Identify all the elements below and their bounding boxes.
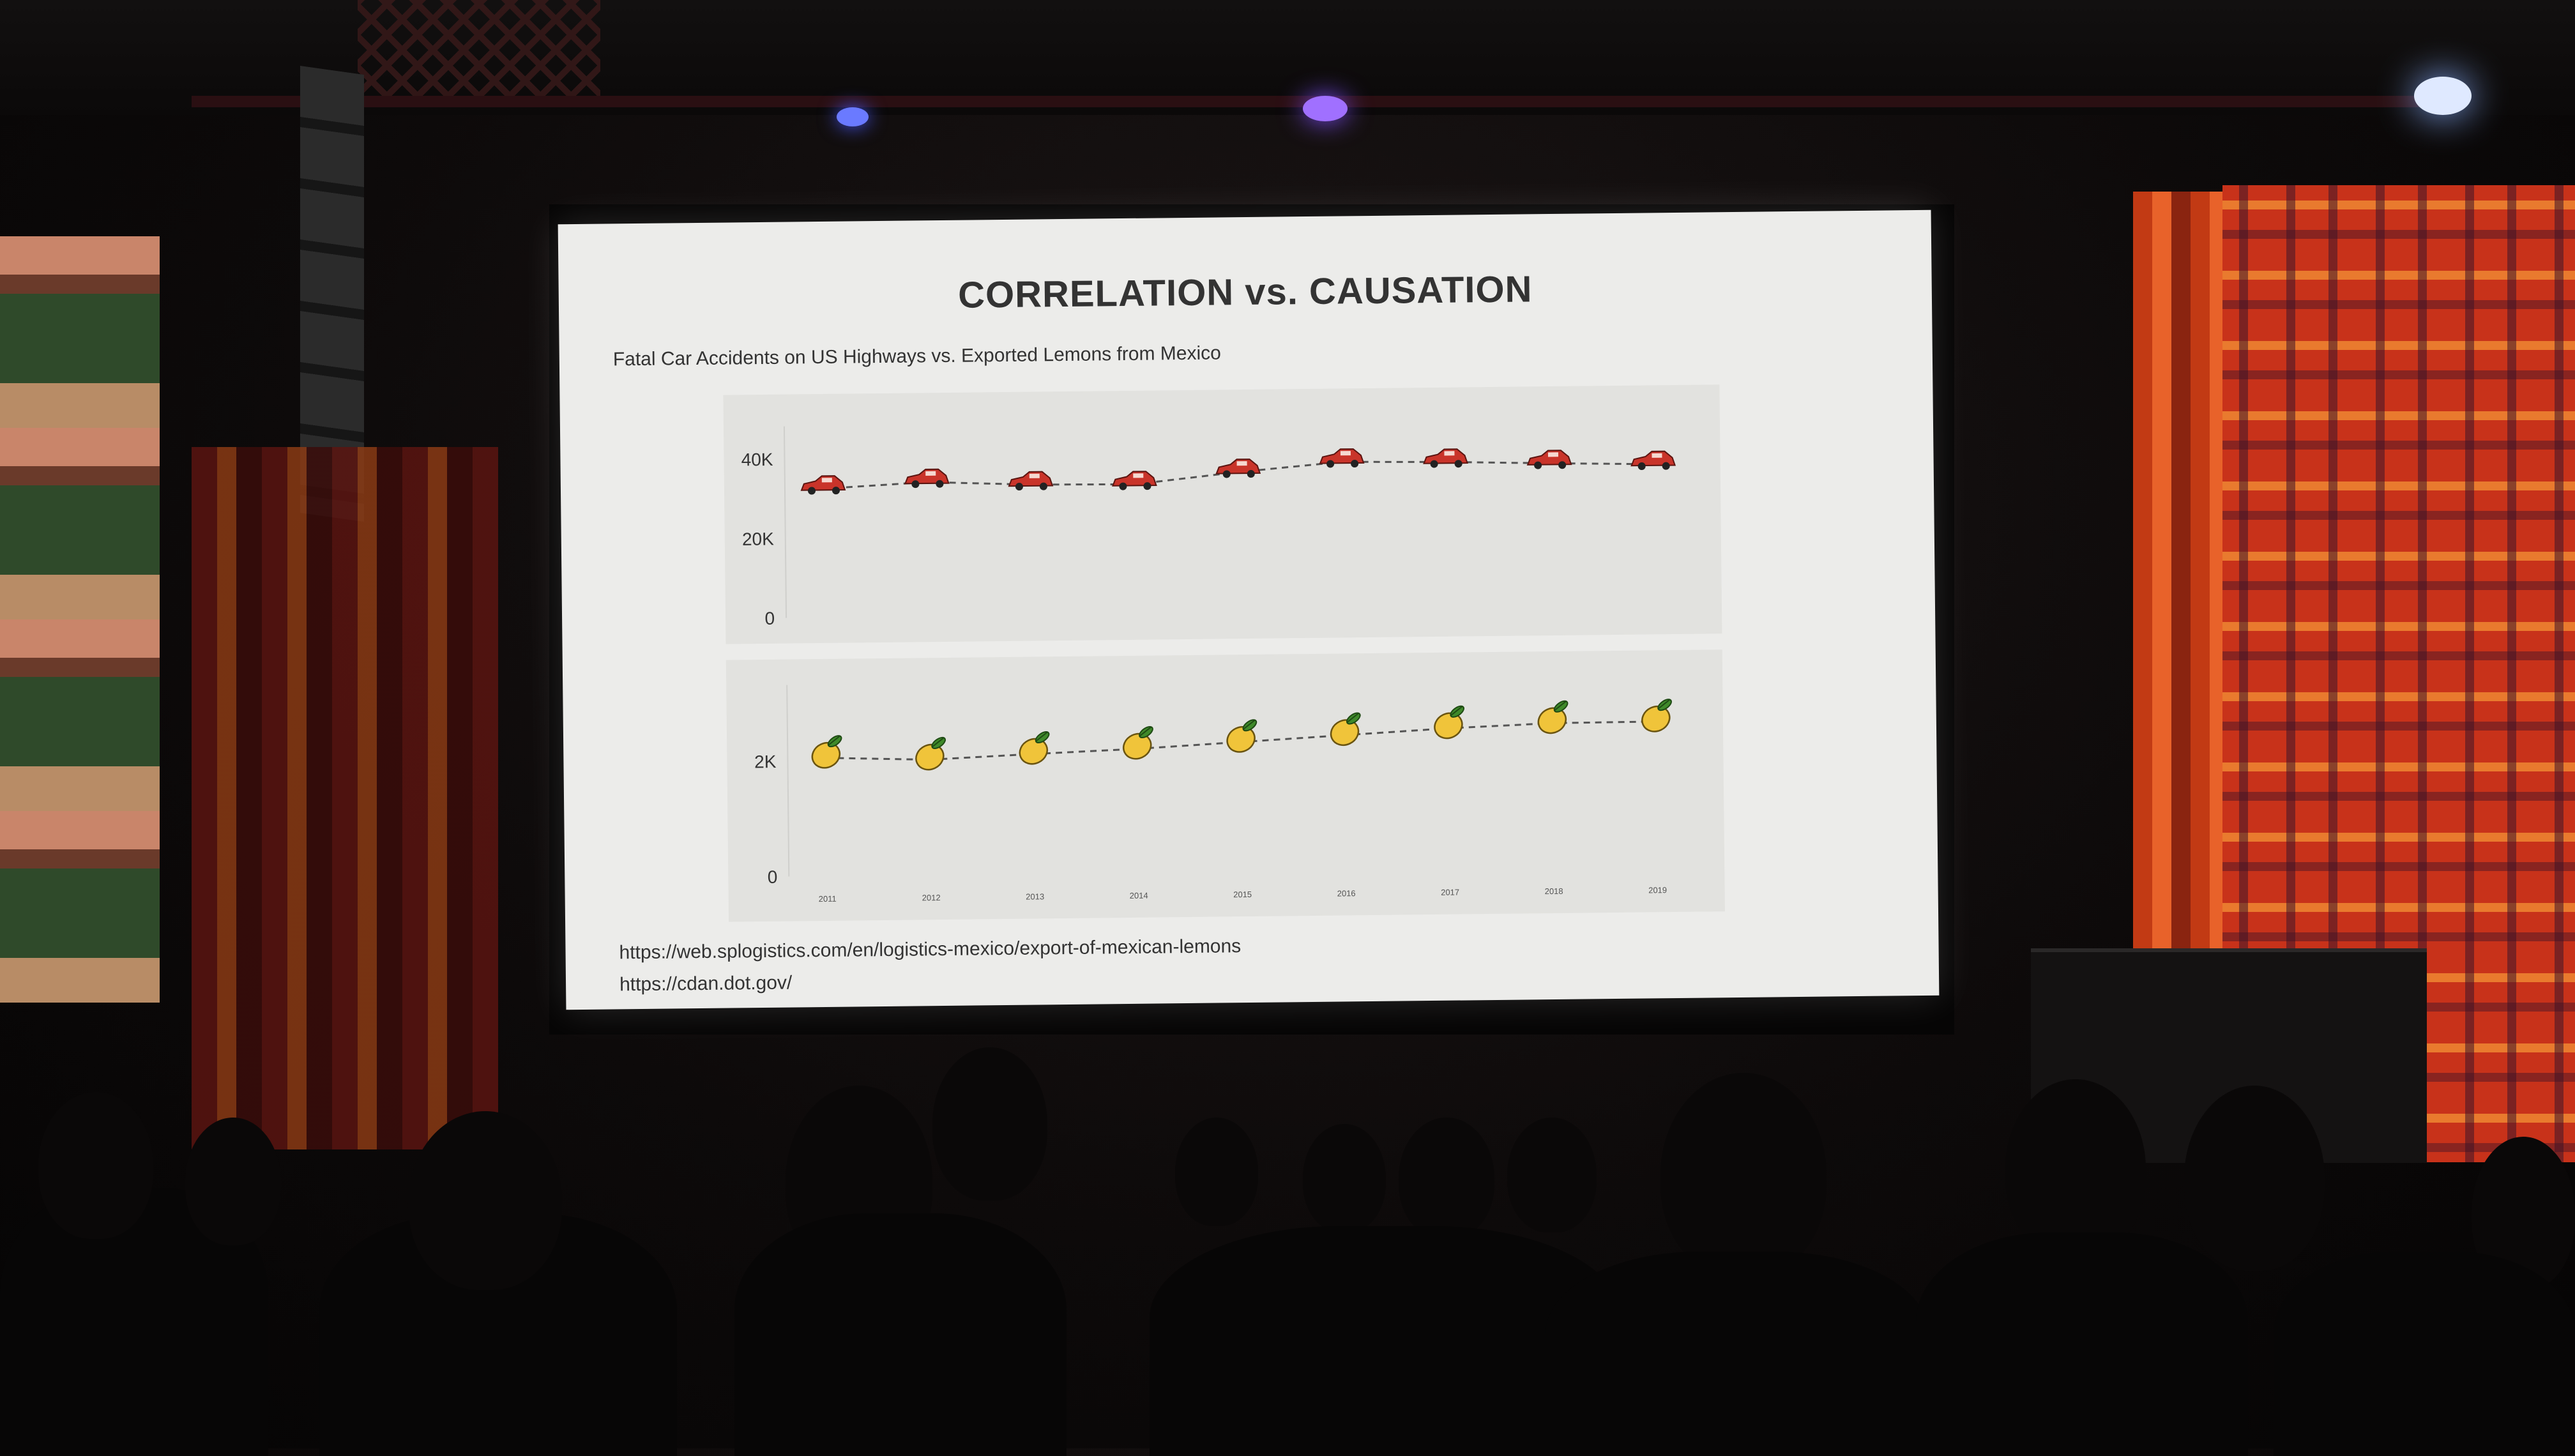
car-marker xyxy=(1526,450,1572,469)
lemon-marker xyxy=(915,736,946,771)
x-tick-label: 2013 xyxy=(1026,891,1044,901)
source-link-lemons[interactable]: https://web.splogistics.com/en/logistics… xyxy=(619,936,1242,964)
car-marker xyxy=(1215,459,1261,478)
car-marker xyxy=(1630,450,1676,471)
lemon-exports-plot: 0 2K 2011 2012 2013 2014 2015 2016 2017 2018 2019 xyxy=(754,685,1672,904)
audience-member xyxy=(2005,1079,2146,1258)
audience-member xyxy=(1150,1226,1622,1456)
lemon-marker xyxy=(1434,705,1465,739)
lemon-marker xyxy=(1226,719,1257,753)
car-marker xyxy=(1423,448,1469,468)
slide-title: CORRELATION vs. CAUSATION xyxy=(957,268,1533,316)
x-tick-label: 2018 xyxy=(1545,886,1563,896)
lemon-marker xyxy=(811,735,842,769)
stage-light-center xyxy=(1303,96,1348,121)
y-tick-label: 0 xyxy=(764,609,775,628)
car-marker xyxy=(1111,471,1157,490)
audience-member xyxy=(38,1092,153,1239)
audience-member xyxy=(1507,1118,1597,1232)
x-tick-label: 2017 xyxy=(1441,888,1459,897)
x-tick-label: 2014 xyxy=(1130,891,1148,900)
x-tick-label: 2019 xyxy=(1648,885,1667,895)
car-marker xyxy=(800,475,846,495)
audience xyxy=(0,1022,2575,1456)
car-marker xyxy=(904,468,950,489)
projected-slide: CORRELATION vs. CAUSATION Fatal Car Acci… xyxy=(558,209,1940,1010)
car-accidents-chart: 0 20K 40K xyxy=(723,384,1722,644)
y-axis xyxy=(786,685,790,877)
audience-member xyxy=(185,1118,281,1245)
y-tick-label: 40K xyxy=(741,450,773,470)
side-screen-left xyxy=(0,236,160,1003)
audience-member xyxy=(1660,1073,1827,1277)
car-accidents-plot: 0 20K 40K xyxy=(741,426,1676,628)
y-axis xyxy=(783,426,787,618)
audience-member xyxy=(932,1047,1047,1201)
audience-member xyxy=(1303,1124,1386,1232)
car-marker xyxy=(1319,448,1365,468)
slide-subtitle: Fatal Car Accidents on US Highways vs. E… xyxy=(612,342,1222,370)
lemon-marker xyxy=(1641,699,1672,732)
y-tick-label: 20K xyxy=(742,529,774,549)
lighting-truss xyxy=(358,0,600,102)
audience-member xyxy=(1546,1252,1929,1456)
lemon-marker xyxy=(1537,700,1569,734)
stage-light-right xyxy=(2414,77,2472,115)
lemon-marker xyxy=(1123,725,1153,760)
x-tick-label: 2012 xyxy=(922,893,941,902)
y-tick-label: 0 xyxy=(768,867,778,887)
car-marker xyxy=(1008,471,1054,491)
x-tick-label: 2015 xyxy=(1233,890,1252,899)
lemon-exports-chart: 0 2K 2011 2012 2013 2014 2015 2016 2017 2018 2019 xyxy=(725,649,1725,922)
y-tick-label: 2K xyxy=(754,752,777,771)
audience-member xyxy=(1399,1118,1494,1239)
audience-member xyxy=(2274,1252,2575,1456)
stage-light-left xyxy=(837,107,869,126)
lemon-marker xyxy=(1019,731,1050,765)
audience-member xyxy=(1175,1118,1258,1226)
audience-member xyxy=(2184,1086,2325,1271)
audience-member xyxy=(1916,1232,2248,1456)
source-link-cdan[interactable]: https://cdan.dot.gov/ xyxy=(619,972,793,996)
x-tick-label: 2016 xyxy=(1337,888,1356,898)
audience-member xyxy=(409,1111,562,1290)
lemon-marker xyxy=(1330,712,1361,747)
audience-member xyxy=(734,1213,1067,1456)
curtain-left xyxy=(192,447,498,1149)
x-tick-label: 2011 xyxy=(819,894,837,904)
